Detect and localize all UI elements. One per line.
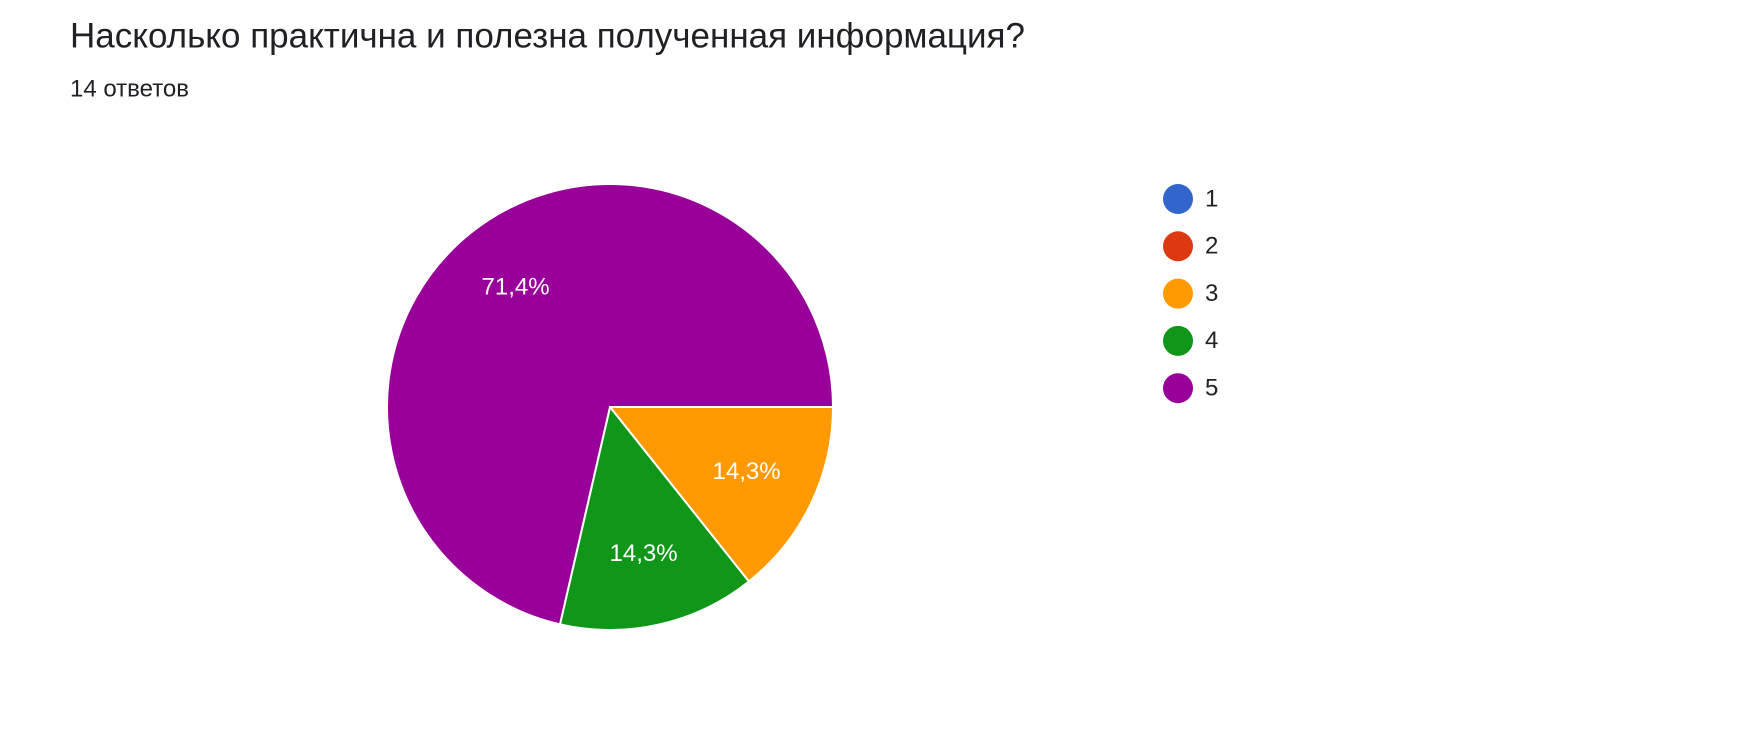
pie-slice [607, 406, 835, 583]
slice-label: 14,3% [713, 458, 781, 485]
slice-label: 71,4% [482, 274, 550, 301]
legend-label: 3 [1205, 280, 1218, 307]
legend-label: 5 [1205, 375, 1218, 402]
legend-label: 4 [1205, 327, 1218, 354]
slice-label: 14,3% [610, 540, 678, 567]
legend-swatch [1163, 278, 1193, 309]
legend-label: 2 [1205, 233, 1218, 260]
legend-swatch [1163, 184, 1193, 214]
pie-slice [386, 183, 835, 626]
chart-title: Насколько практична и полезна полученная… [70, 16, 1025, 55]
chart-subtitle: 14 ответов [70, 75, 189, 102]
legend-swatch [1163, 325, 1193, 356]
legend-swatch [1163, 231, 1193, 262]
legend-swatch [1163, 373, 1193, 404]
legend-label: 1 [1205, 185, 1218, 212]
pie-slice [558, 404, 751, 631]
